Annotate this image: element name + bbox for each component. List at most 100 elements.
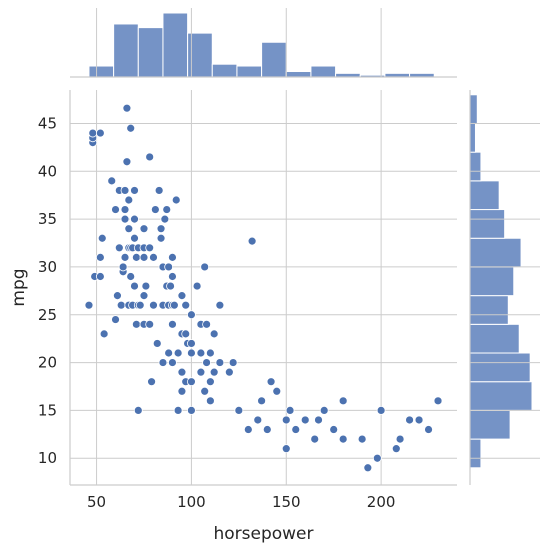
scatter-points (84, 103, 443, 473)
scatter-point (118, 262, 128, 272)
scatter-point (196, 348, 206, 358)
scatter-point (266, 377, 276, 387)
right-histogram-bar (469, 295, 509, 325)
top-histogram-bar (88, 65, 115, 78)
scatter-point (363, 463, 373, 473)
scatter-point (154, 186, 164, 195)
scatter-point (310, 434, 320, 444)
scatter-point (253, 415, 263, 425)
scatter-point (156, 224, 166, 234)
scatter-point (122, 157, 132, 167)
scatter-point (139, 224, 149, 234)
scatter-point (162, 205, 172, 214)
right-histogram-bar (469, 352, 531, 383)
scatter-point (120, 214, 130, 224)
scatter-point (164, 348, 174, 358)
scatter-point (196, 367, 206, 377)
scatter-point (120, 205, 130, 214)
scatter-point (247, 236, 257, 246)
scatter-point (114, 243, 124, 253)
scatter-point (126, 123, 136, 133)
scatter-point (139, 291, 149, 301)
scatter-point (187, 405, 196, 415)
scatter-point (243, 425, 253, 434)
scatter-point (131, 252, 141, 262)
scatter-point (187, 310, 196, 320)
scatter-point (120, 252, 130, 262)
scatter-point (177, 367, 187, 377)
scatter-point (338, 396, 348, 406)
y-tick-label: 10 (38, 449, 57, 467)
scatter-point (187, 377, 196, 387)
scatter-point (95, 272, 105, 281)
scatter-point (376, 405, 386, 415)
scatter-point (107, 176, 117, 186)
scatter-point (205, 348, 215, 358)
scatter-point (209, 367, 219, 377)
scatter-point (281, 444, 291, 454)
scatter-point (224, 367, 234, 377)
y-axis-label: mpg (9, 268, 29, 306)
scatter-point (187, 339, 196, 348)
scatter-point (116, 300, 126, 310)
scatter-point (391, 444, 401, 454)
top-histogram-bar (236, 65, 263, 78)
scatter-point (111, 315, 120, 324)
right-histogram-bar (469, 266, 515, 297)
scatter-point (124, 224, 134, 234)
scatter-point (205, 377, 215, 387)
right-histogram-bar (469, 381, 533, 411)
scatter-point (433, 396, 443, 406)
scatter-point (314, 415, 323, 425)
y-tick-label: 35 (38, 210, 57, 228)
scatter-point (156, 233, 166, 243)
scatter-point (145, 243, 155, 253)
scatter-point (166, 281, 175, 291)
scatter-point (168, 319, 177, 329)
scatter-point (160, 214, 170, 224)
y-tick-label: 20 (38, 354, 57, 372)
x-tick-label: 150 (272, 493, 301, 511)
scatter-point (372, 453, 382, 463)
scatter-point (192, 281, 202, 291)
y-tick-label: 25 (38, 306, 57, 324)
scatter-point (126, 272, 136, 281)
x-tick-labels: 50 100 150 200 (87, 493, 395, 511)
right-histogram-bar (469, 94, 478, 124)
scatter-point (173, 405, 183, 415)
scatter-point (395, 434, 405, 444)
scatter-point (152, 339, 162, 348)
right-histogram-bar (469, 180, 500, 211)
top-histogram-bar (113, 23, 139, 78)
scatter-point (120, 186, 130, 195)
scatter-point (329, 425, 339, 434)
scatter-point (158, 358, 168, 367)
top-histogram-bar (285, 71, 312, 78)
scatter-point (113, 291, 122, 301)
scatter-point (202, 319, 211, 329)
x-tick-label: 50 (87, 493, 106, 511)
scatter-point (187, 348, 196, 358)
scatter-point (262, 425, 272, 434)
scatter-point (200, 386, 210, 396)
scatter-point (88, 128, 98, 138)
scatter-point (130, 281, 139, 291)
scatter-point (130, 233, 139, 243)
scatter-point (147, 377, 156, 387)
scatter-point (281, 415, 291, 425)
scatter-point (111, 205, 120, 214)
scatter-point (124, 195, 134, 205)
scatter-point (130, 186, 139, 195)
scatter-point (97, 233, 107, 243)
scatter-point (215, 358, 225, 367)
top-histogram-bar (211, 63, 238, 78)
right-histogram-bar (469, 409, 511, 440)
scatter-point (228, 358, 238, 367)
scatter-point (291, 425, 301, 434)
scatter-point (414, 415, 424, 425)
scatter-point (209, 329, 219, 339)
right-histogram-bar (469, 209, 506, 239)
scatter-point (164, 262, 174, 272)
scatter-point (149, 252, 158, 262)
